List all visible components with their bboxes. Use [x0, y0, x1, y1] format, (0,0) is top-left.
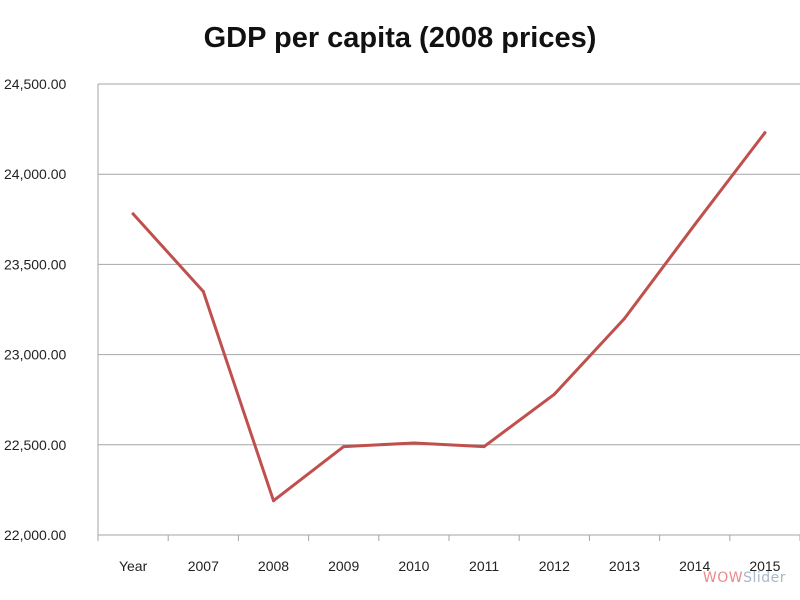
x-tick-label: 2011: [469, 558, 499, 574]
y-tick-label: 24,500.00: [4, 76, 66, 92]
y-tick-label: 22,500.00: [4, 437, 66, 453]
y-tick-label: 22,000.00: [4, 527, 66, 543]
x-tick-label: 2010: [398, 558, 429, 574]
series-line: [131, 131, 767, 503]
data-point: [763, 131, 767, 135]
x-tick-label: Year: [119, 558, 148, 574]
x-tick-label: 2013: [609, 558, 640, 574]
data-point: [623, 317, 626, 321]
data-point: [482, 445, 486, 449]
chart-title: GDP per capita (2008 prices): [203, 22, 597, 54]
watermark-logo: WOWSlider: [703, 570, 786, 586]
y-tick-label: 23,500.00: [4, 256, 66, 272]
watermark-text-a: WOW: [702, 570, 744, 586]
x-tick-label: 2012: [539, 558, 570, 574]
data-point: [412, 441, 416, 445]
watermark-text-b: Slider: [743, 570, 786, 586]
x-tick-label: 2014: [679, 558, 710, 574]
data-point: [693, 223, 697, 227]
y-tick-label: 23,000.00: [4, 347, 66, 363]
data-point: [552, 392, 556, 396]
x-tick-label: 2007: [188, 558, 219, 574]
x-tick-label: 2009: [328, 558, 359, 574]
x-tick-label: 2008: [258, 558, 289, 574]
y-tick-label: 24,000.00: [4, 166, 66, 182]
data-point: [342, 445, 346, 449]
data-point: [272, 499, 275, 503]
x-tick-label: 2015: [749, 558, 780, 574]
data-point: [201, 289, 205, 293]
data-point: [131, 212, 135, 216]
